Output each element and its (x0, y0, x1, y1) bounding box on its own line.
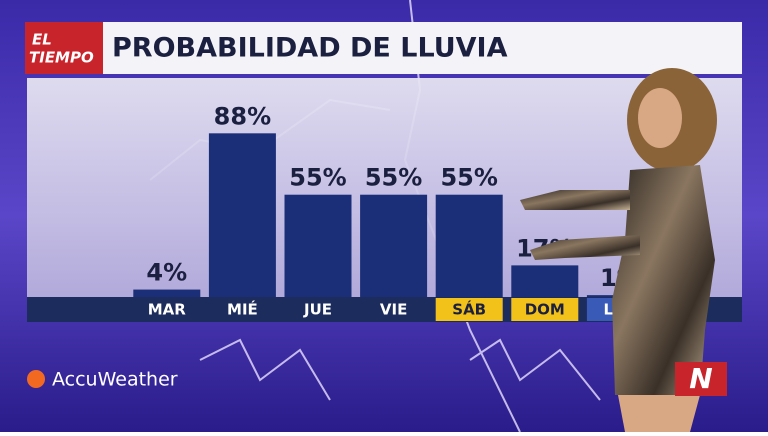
bar (284, 194, 352, 297)
presenter-face (638, 88, 682, 148)
bar (360, 194, 428, 297)
category-cell (360, 298, 428, 321)
presenter-body (612, 165, 715, 395)
bar (435, 194, 503, 297)
x-tick-label: MAR (148, 301, 187, 319)
presenter-legs (618, 395, 700, 432)
bar (208, 133, 276, 297)
brand-icon (27, 370, 45, 388)
logo-box (25, 22, 103, 74)
value-label: 55% (289, 164, 346, 192)
value-label: 55% (365, 164, 422, 192)
x-tick-label: JUE (303, 301, 332, 319)
value-label: 88% (214, 102, 271, 130)
presenter-arm (520, 190, 630, 210)
chart-title: PROBABILIDAD DE LLUVIA (112, 33, 508, 64)
presenter (520, 68, 717, 432)
category-cell (133, 298, 201, 321)
category-cell (435, 298, 503, 321)
x-tick-label: DOM (525, 301, 565, 319)
category-cell (284, 298, 352, 321)
network-logo-box (675, 362, 727, 396)
bar (511, 265, 579, 297)
x-tick-label: MIÉ (227, 300, 258, 319)
presenter-arm (530, 235, 640, 260)
title-bar (103, 22, 742, 74)
category-cell (511, 298, 579, 321)
logo-line: EL (32, 31, 52, 49)
logo-line: TIEMPO (29, 49, 94, 67)
network-logo: N (689, 362, 712, 395)
category-cell (208, 298, 276, 321)
bar (133, 289, 201, 297)
value-label: 55% (440, 164, 497, 192)
value-label: 4% (146, 259, 187, 287)
x-tick-label: SÁB (452, 300, 486, 319)
x-tick-label: VIE (380, 301, 407, 319)
brand: AccuWeather (52, 369, 178, 391)
